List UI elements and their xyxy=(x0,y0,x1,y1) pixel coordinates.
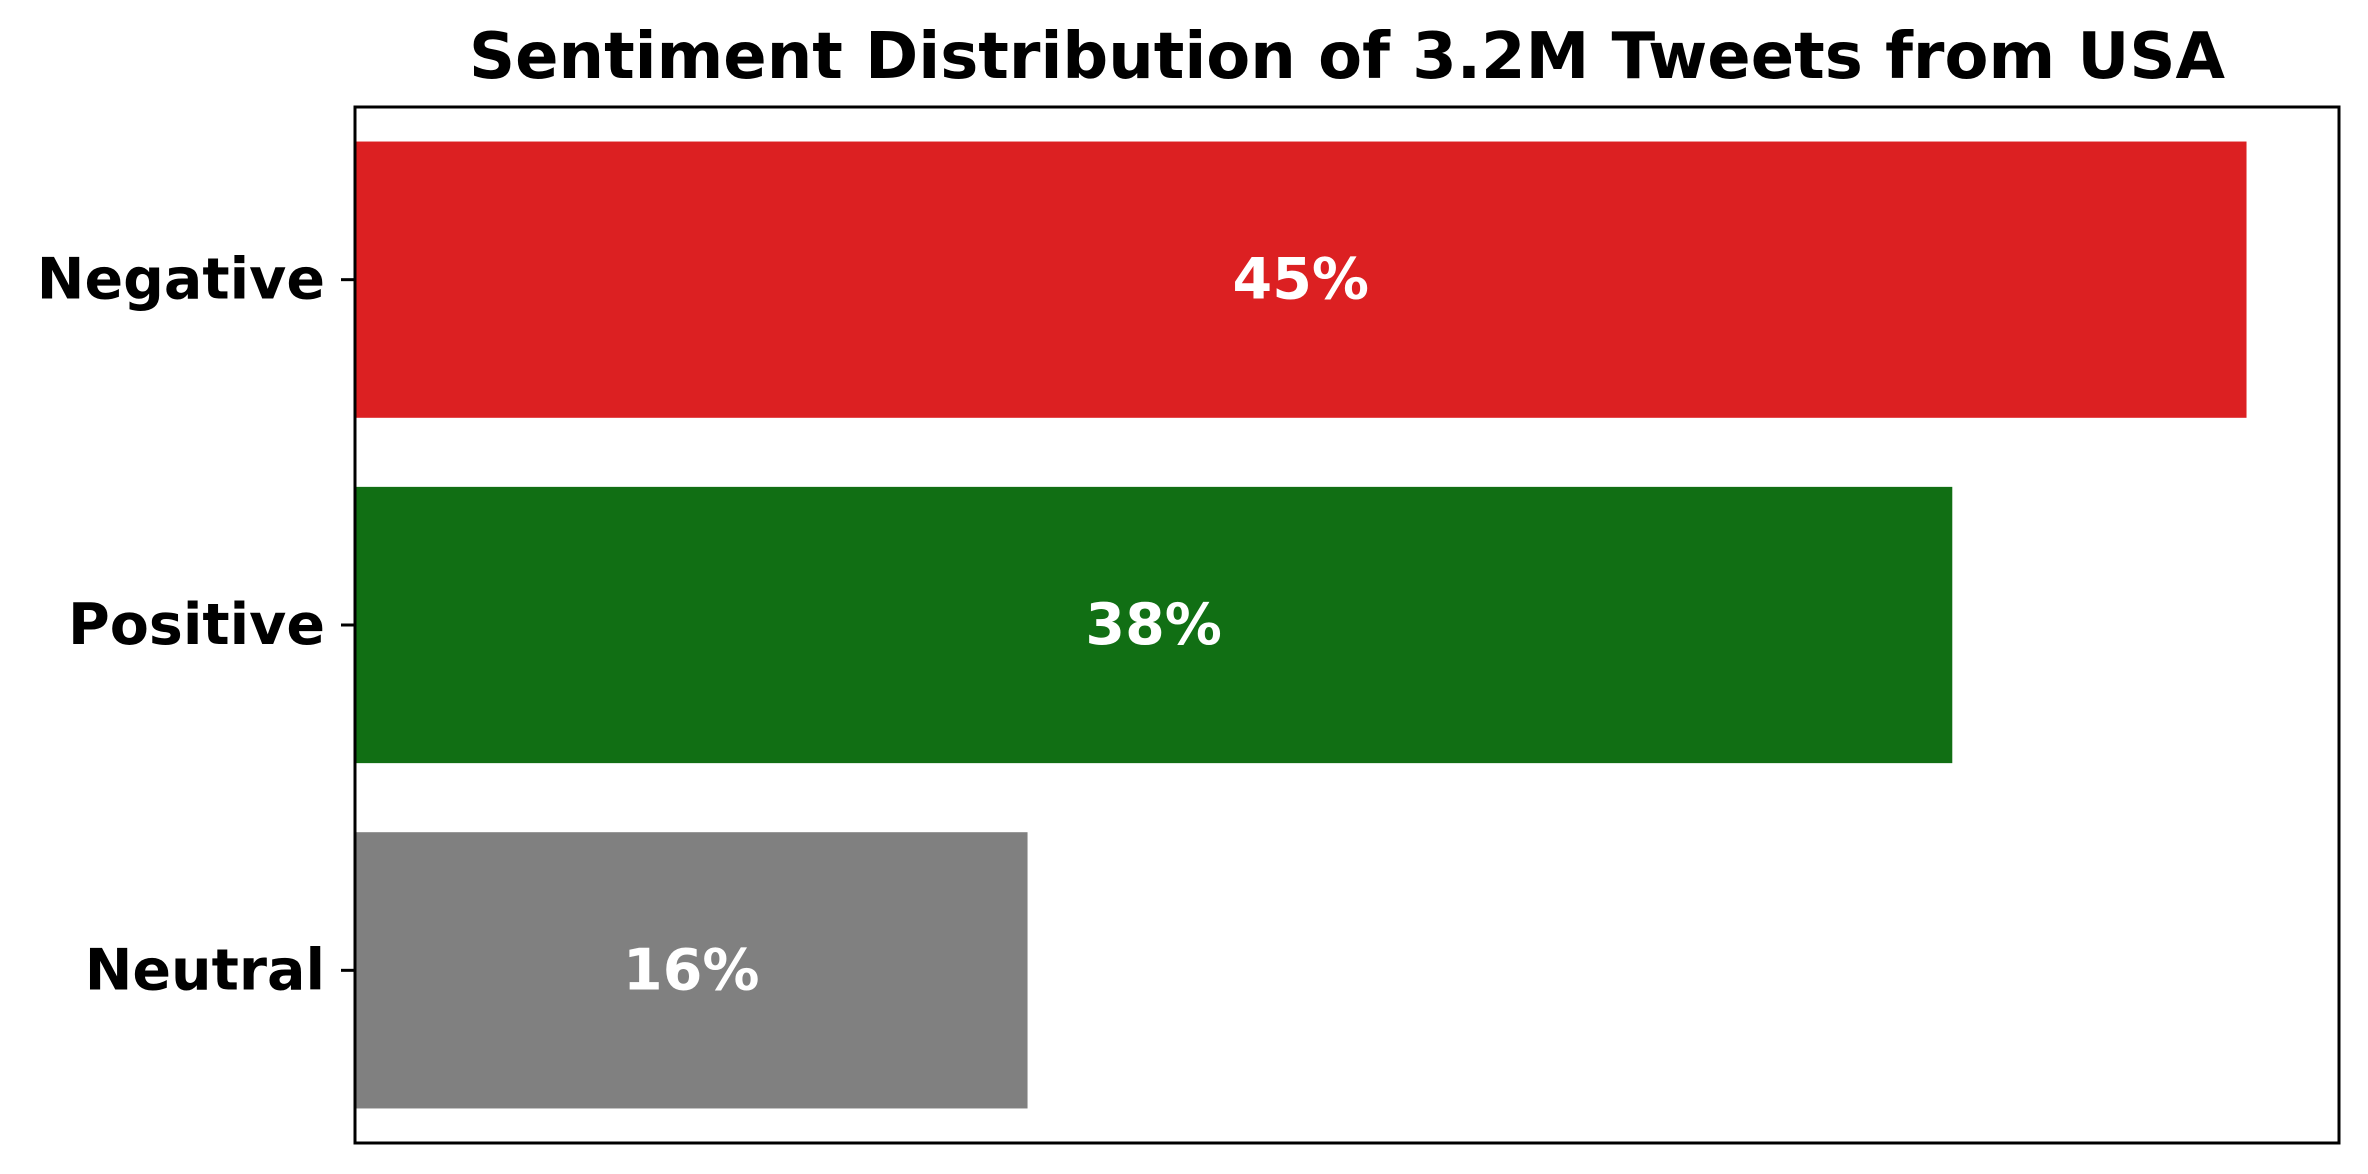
y-tick-label-negative: Negative xyxy=(37,247,325,313)
bars-layer xyxy=(355,141,2247,1109)
y-tick-label-positive: Positive xyxy=(68,592,325,658)
y-axis-ticks: Negative Positive Neutral xyxy=(37,247,355,1003)
chart-title: Sentiment Distribution of 3.2M Tweets fr… xyxy=(469,20,2225,94)
data-label-positive: 38% xyxy=(1085,592,1221,658)
y-tick-label-neutral: Neutral xyxy=(85,937,325,1003)
bar-positive xyxy=(355,486,1953,764)
bar-neutral xyxy=(355,832,1028,1109)
data-label-negative: 45% xyxy=(1233,247,1369,313)
plot-frame xyxy=(353,105,2341,1145)
data-label-neutral: 16% xyxy=(623,937,759,1003)
bar-negative xyxy=(355,141,2247,418)
data-labels-layer: 45% 38% 16% xyxy=(623,247,1369,1004)
